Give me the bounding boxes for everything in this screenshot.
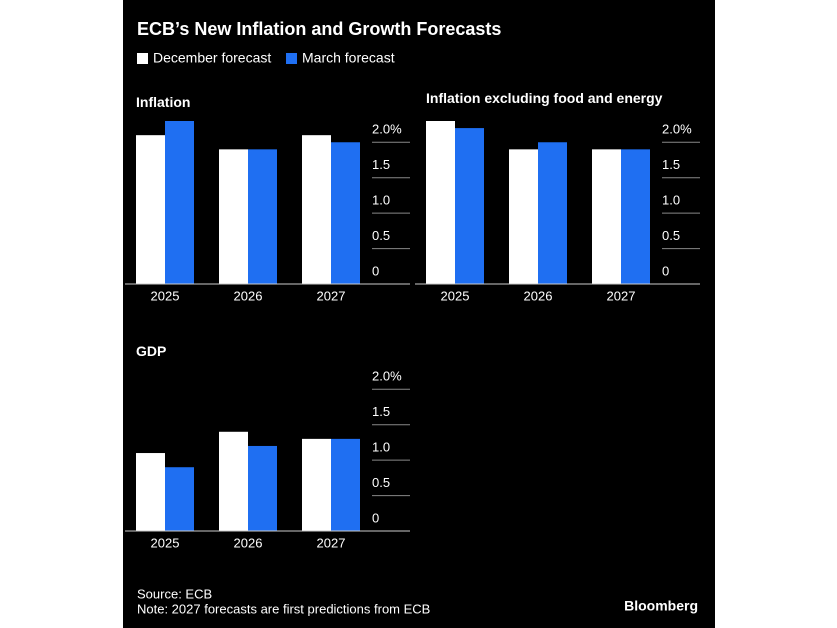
bar [248,149,277,284]
legend-label: March forecast [302,50,395,66]
bar [426,121,455,284]
y-tick-label: 0 [662,263,669,278]
y-tick-label: 0 [372,263,379,278]
x-tick-label: 2026 [234,535,263,550]
panel-title-box: GDP [136,343,167,359]
y-tick-label: 1.0 [662,193,680,208]
bar [248,445,277,531]
x-tick-label: 2027 [607,288,636,303]
x-tick-label: 2025 [441,288,470,303]
bar [331,438,360,531]
bar [455,128,484,284]
x-tick-label: 2025 [151,288,180,303]
chart-title: ECB’s New Inflation and Growth Forecasts [137,19,501,39]
bar [165,467,194,531]
bar [219,431,248,531]
bar [136,453,165,531]
bar [331,142,360,284]
y-tick-label: 2.0% [662,122,692,137]
y-tick-label: 0.5 [372,228,390,243]
legend-label: December forecast [153,50,271,66]
bar [165,121,194,284]
bar [621,149,650,284]
x-tick-label: 2027 [317,535,346,550]
bar [302,438,331,531]
brand: Bloomberg [624,598,698,614]
panel-title: Inflation excluding food and energy [426,90,663,106]
bar [302,135,331,284]
bar [219,149,248,284]
y-tick-label: 2.0% [372,369,402,384]
y-tick-label: 0.5 [662,228,680,243]
y-tick-label: 0 [372,510,379,525]
bar [509,149,538,284]
y-tick-label: 2.0% [372,122,402,137]
source: Source: ECB [137,586,212,601]
bar [136,135,165,284]
note: Note: 2027 forecasts are first predictio… [137,601,430,616]
x-tick-label: 2026 [524,288,553,303]
panel-title-box: Inflation excluding food and energy [426,90,663,106]
x-tick-label: 2026 [234,288,263,303]
x-tick-label: 2027 [317,288,346,303]
y-tick-label: 0.5 [372,475,390,490]
panel-title: GDP [136,343,167,359]
panel-title: Inflation [136,94,191,110]
y-tick-label: 1.5 [372,157,390,172]
x-tick-label: 2025 [151,535,180,550]
y-tick-label: 1.5 [372,404,390,419]
legend-swatch [286,53,297,64]
y-tick-label: 1.0 [372,193,390,208]
bar [592,149,621,284]
y-tick-label: 1.0 [372,440,390,455]
panel-title-box: Inflation [136,94,191,110]
bar [538,142,567,284]
y-tick-label: 1.5 [662,157,680,172]
legend-swatch [137,53,148,64]
